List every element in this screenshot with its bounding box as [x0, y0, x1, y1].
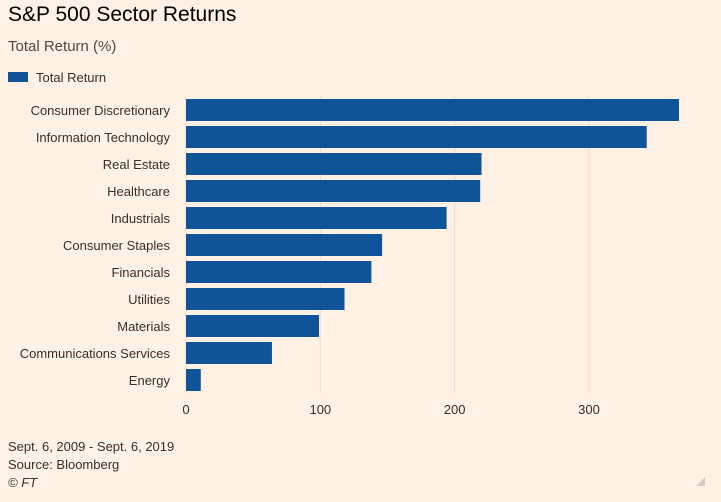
bar[interactable] — [186, 342, 272, 364]
x-tick-label: 100 — [309, 402, 331, 417]
chart-subtitle: Total Return (%) — [8, 38, 117, 55]
bar[interactable] — [186, 315, 319, 337]
legend: Total Return — [8, 68, 106, 86]
x-tick-label: 300 — [578, 402, 600, 417]
category-label: Industrials — [111, 211, 171, 226]
category-label: Consumer Staples — [63, 238, 170, 253]
bar[interactable] — [186, 126, 647, 148]
bar[interactable] — [186, 234, 383, 256]
bar[interactable] — [186, 369, 201, 391]
category-label: Consumer Discretionary — [31, 103, 171, 118]
bar[interactable] — [186, 207, 447, 229]
bar[interactable] — [186, 180, 481, 202]
chart-title: S&P 500 Sector Returns — [8, 3, 237, 26]
x-tick-label: 200 — [444, 402, 466, 417]
resize-grip-icon[interactable] — [696, 477, 705, 486]
category-label: Energy — [129, 373, 171, 388]
x-tick-label: 0 — [182, 402, 189, 417]
category-label: Real Estate — [103, 157, 170, 172]
category-label: Financials — [111, 265, 170, 280]
category-label: Communications Services — [20, 346, 171, 361]
category-label: Information Technology — [36, 130, 171, 145]
category-label: Healthcare — [107, 184, 170, 199]
category-label: Materials — [117, 319, 170, 334]
source-note: Source: Bloomberg — [8, 457, 120, 472]
bar[interactable] — [186, 153, 482, 175]
bar[interactable] — [186, 288, 345, 310]
category-label: Utilities — [128, 292, 170, 307]
date-range-note: Sept. 6, 2009 - Sept. 6, 2019 — [8, 439, 175, 454]
credit-note: © FT — [8, 475, 38, 490]
bar[interactable] — [186, 261, 372, 283]
legend-label: Total Return — [36, 69, 107, 85]
bar[interactable] — [186, 99, 679, 121]
legend-swatch — [8, 72, 28, 82]
